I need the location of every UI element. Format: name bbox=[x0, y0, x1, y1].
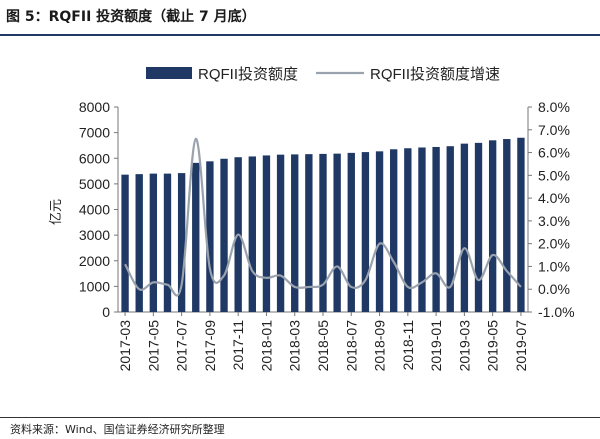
bar bbox=[149, 173, 158, 312]
bar bbox=[517, 137, 525, 312]
x-tick-label: 2019-07 bbox=[513, 320, 529, 372]
bar bbox=[305, 154, 313, 312]
bar bbox=[333, 153, 341, 312]
bar bbox=[474, 142, 483, 312]
left-axis-label: 亿元 bbox=[48, 199, 63, 225]
bar bbox=[375, 151, 384, 312]
source-divider bbox=[0, 417, 600, 418]
right-tick-label: -1.0% bbox=[538, 304, 575, 320]
left-tick-label: 6000 bbox=[79, 150, 110, 166]
bar bbox=[291, 154, 299, 312]
bar bbox=[248, 156, 256, 312]
x-tick-label: 2018-11 bbox=[400, 320, 416, 371]
x-tick-label: 2017-05 bbox=[145, 320, 161, 372]
bar bbox=[262, 155, 271, 312]
x-tick-label: 2019-05 bbox=[485, 320, 501, 372]
x-tick-label: 2018-05 bbox=[315, 320, 331, 372]
right-tick-label: 7.0% bbox=[538, 122, 570, 138]
bar bbox=[121, 174, 129, 312]
x-tick-label: 2018-01 bbox=[258, 320, 274, 372]
right-tick-label: 3.0% bbox=[538, 213, 570, 229]
chart-legend: RQFII投资额度 RQFII投资额度增速 bbox=[146, 66, 500, 83]
x-tick-label: 2019-03 bbox=[456, 320, 472, 372]
right-tick-label: 6.0% bbox=[538, 145, 570, 161]
x-tick-label: 2019-01 bbox=[428, 320, 444, 372]
bar bbox=[206, 161, 214, 312]
bar bbox=[446, 146, 454, 312]
bar bbox=[177, 173, 186, 312]
right-tick-label: 5.0% bbox=[538, 167, 570, 183]
source-note: 资料来源：Wind、国信证券经济研究所整理 bbox=[10, 423, 225, 436]
bar bbox=[503, 139, 511, 312]
bar bbox=[347, 152, 355, 312]
left-tick-label: 8000 bbox=[79, 99, 110, 115]
bar bbox=[460, 143, 469, 312]
bar bbox=[319, 153, 327, 312]
bar bbox=[488, 140, 497, 312]
bar bbox=[163, 173, 172, 312]
x-tick-label: 2018-03 bbox=[287, 320, 303, 372]
x-tick-label: 2017-07 bbox=[174, 320, 190, 372]
x-tick-label: 2017-11 bbox=[230, 320, 246, 371]
right-tick-label: 8.0% bbox=[538, 99, 570, 115]
bar bbox=[192, 162, 200, 312]
right-tick-label: 0.0% bbox=[538, 281, 570, 297]
left-tick-label: 0 bbox=[102, 304, 110, 320]
x-tick-label: 2017-09 bbox=[202, 320, 218, 372]
bar bbox=[390, 149, 398, 312]
bar bbox=[432, 146, 440, 312]
x-tick-label: 2017-03 bbox=[117, 320, 133, 372]
right-tick-label: 1.0% bbox=[538, 258, 570, 274]
combo-chart: RQFII投资额度 RQFII投资额度增速 0 1000 2000 3000 4000 50… bbox=[48, 66, 575, 371]
left-tick-label: 1000 bbox=[79, 278, 110, 294]
left-tick-label: 3000 bbox=[79, 227, 110, 243]
bar bbox=[404, 148, 412, 312]
legend-bar-swatch bbox=[146, 67, 192, 79]
left-tick-label: 2000 bbox=[79, 253, 110, 269]
bar bbox=[276, 154, 285, 312]
bar-series bbox=[121, 137, 525, 312]
bar bbox=[220, 158, 228, 312]
x-tick-label: 2018-09 bbox=[372, 320, 388, 372]
legend-bar-label: RQFII投资额度 bbox=[198, 66, 298, 83]
title-divider bbox=[0, 34, 600, 36]
legend-line-label: RQFII投资额度增速 bbox=[370, 66, 500, 83]
growth-line bbox=[124, 137, 522, 297]
line-series bbox=[124, 137, 522, 297]
left-tick-label: 7000 bbox=[79, 125, 110, 141]
bar bbox=[135, 174, 143, 312]
left-tick-label: 4000 bbox=[79, 202, 110, 218]
x-tick-label: 2018-07 bbox=[343, 320, 359, 372]
bar bbox=[418, 147, 426, 312]
tick-labels: 0 1000 2000 3000 4000 5000 6000 7000 8000 -1.0% 0.… bbox=[48, 99, 575, 371]
right-tick-label: 4.0% bbox=[538, 190, 570, 206]
figure-title: 图 5：RQFII 投资额度（截止 7 月底） bbox=[6, 9, 256, 25]
right-tick-label: 2.0% bbox=[538, 236, 570, 252]
bar bbox=[361, 152, 370, 312]
left-tick-label: 5000 bbox=[79, 176, 110, 192]
